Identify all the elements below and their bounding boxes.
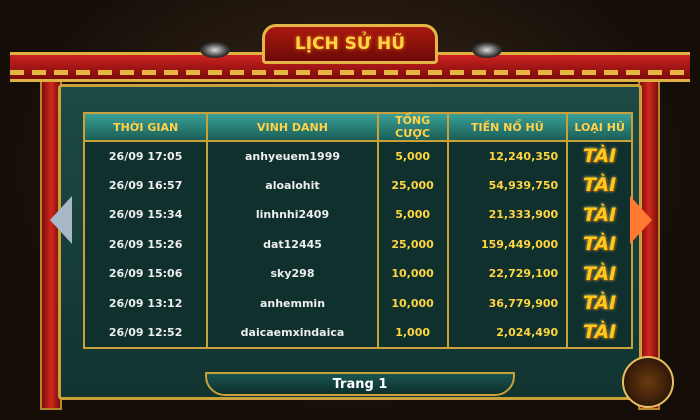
cell-time: 26/09 15:26: [84, 229, 209, 259]
header-time: THỜI GIAN: [84, 113, 209, 142]
cell-jackpot: 36,779,900: [447, 288, 569, 318]
cell-time: 26/09 12:52: [84, 318, 209, 348]
cell-time: 26/09 15:06: [84, 259, 209, 289]
table-row: 26/09 16:57 aloalohit 25,000 54,939,750 TÀI: [84, 170, 633, 200]
cell-type: TÀI: [567, 288, 633, 318]
cell-name: linhnhi2409: [207, 200, 379, 230]
chevron-right-icon[interactable]: [630, 196, 652, 244]
cell-name: sky298: [207, 259, 379, 289]
header-bet: TỔNG CƯỢC: [377, 113, 449, 142]
table-row: 26/09 13:12 anhemmin 10,000 36,779,900 TÀI: [84, 288, 633, 318]
cell-bet: 10,000: [377, 259, 449, 289]
cell-type: TÀI: [567, 170, 633, 200]
table-row: 26/09 17:05 anhyeuem1999 5,000 12,240,350 TÀ…: [84, 141, 633, 171]
cell-time: 26/09 13:12: [84, 288, 209, 318]
header-type: LOẠI HŨ: [567, 113, 633, 142]
cell-bet: 25,000: [377, 229, 449, 259]
header-jackpot: TIỀN NỔ HŨ: [447, 113, 569, 142]
cell-jackpot: 2,024,490: [447, 318, 569, 348]
table-row: 26/09 15:26 dat12445 25,000 159,449,000 TÀI: [84, 229, 633, 259]
table-row: 26/09 15:34 linhnhi2409 5,000 21,333,900 TÀI: [84, 200, 633, 230]
cell-type: TÀI: [567, 141, 633, 171]
cell-type: TÀI: [567, 229, 633, 259]
cell-name: anhyeuem1999: [207, 141, 379, 171]
bowl-ornament: [200, 42, 230, 58]
cell-jackpot: 12,240,350: [447, 141, 569, 171]
cell-name: daicaemxindaica: [207, 318, 379, 348]
title-plate: LỊCH SỬ HŨ: [262, 24, 438, 64]
cell-type: TÀI: [567, 200, 633, 230]
cell-time: 26/09 15:34: [84, 200, 209, 230]
header-name: VINH DANH: [207, 113, 379, 142]
cell-time: 26/09 17:05: [84, 141, 209, 171]
cell-jackpot: 21,333,900: [447, 200, 569, 230]
table-row: 26/09 15:06 sky298 10,000 22,729,100 TÀI: [84, 259, 633, 289]
cell-name: dat12445: [207, 229, 379, 259]
cell-bet: 1,000: [377, 318, 449, 348]
cell-name: aloalohit: [207, 170, 379, 200]
sunwin-logo: [622, 356, 674, 408]
pagination: Trang 1: [205, 372, 515, 396]
cell-bet: 25,000: [377, 170, 449, 200]
cell-jackpot: 54,939,750: [447, 170, 569, 200]
cell-jackpot: 159,449,000: [447, 229, 569, 259]
cell-bet: 5,000: [377, 200, 449, 230]
cell-bet: 5,000: [377, 141, 449, 171]
cell-type: TÀI: [567, 318, 633, 348]
table-row: 26/09 12:52 daicaemxindaica 1,000 2,024,490…: [84, 318, 633, 348]
jackpot-history-table: THỜI GIAN VINH DANH TỔNG CƯỢC TIỀN NỔ HŨ…: [83, 112, 633, 349]
bowl-ornament: [472, 42, 502, 58]
cell-name: anhemmin: [207, 288, 379, 318]
cell-time: 26/09 16:57: [84, 170, 209, 200]
cell-type: TÀI: [567, 259, 633, 289]
chevron-left-icon[interactable]: [50, 196, 72, 244]
page-title: LỊCH SỬ HŨ: [294, 34, 406, 54]
cell-jackpot: 22,729,100: [447, 259, 569, 289]
page-label: Trang 1: [332, 376, 388, 392]
cell-bet: 10,000: [377, 288, 449, 318]
